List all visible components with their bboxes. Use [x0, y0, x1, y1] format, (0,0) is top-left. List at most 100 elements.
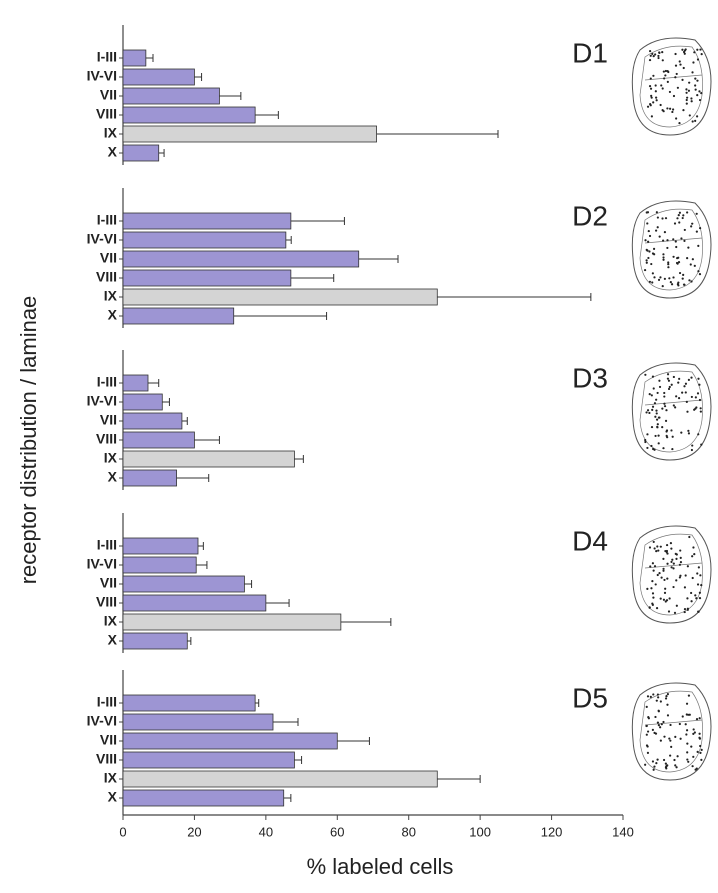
cell-dot [683, 67, 685, 69]
cell-dot [655, 550, 657, 552]
cell-dot [699, 574, 701, 576]
cell-dot [663, 736, 665, 738]
bar [123, 394, 162, 410]
cell-dot [680, 738, 682, 740]
cell-dot [701, 53, 703, 55]
cell-dot [655, 229, 657, 231]
cell-dot [686, 99, 688, 101]
category-label: IX [104, 125, 118, 141]
cell-dot [652, 592, 654, 594]
cell-dot [686, 102, 688, 104]
bar [123, 752, 294, 768]
cell-dot [650, 88, 652, 90]
cell-dot [690, 280, 692, 282]
cell-dot [700, 584, 702, 586]
category-label: IX [104, 613, 118, 629]
cell-dot [659, 236, 661, 238]
bar [123, 375, 148, 391]
cell-dot [672, 276, 674, 278]
cell-dot [645, 725, 647, 727]
cell-dot [671, 384, 673, 386]
cell-dot [654, 416, 656, 418]
cell-dot [663, 403, 665, 405]
cell-dot [687, 247, 689, 249]
cell-dot [668, 277, 670, 279]
cell-dot [649, 85, 651, 87]
cell-dot [646, 447, 648, 449]
cell-dot [694, 84, 696, 86]
cell-dot [694, 120, 696, 122]
category-label: VIII [96, 594, 117, 610]
category-label: VII [100, 250, 117, 266]
cell-dot [676, 262, 678, 264]
chart: receptor distribution / laminae % labele… [0, 0, 718, 888]
cell-dot [698, 566, 700, 568]
cell-dot [691, 223, 693, 225]
cell-dot [696, 572, 698, 574]
category-label: I-III [97, 374, 117, 390]
cell-dot [647, 409, 649, 411]
cell-dot [688, 379, 690, 381]
cell-dot [652, 101, 654, 103]
cell-dot [663, 579, 665, 581]
cell-dot [654, 53, 656, 55]
section-outline [632, 38, 711, 135]
cell-dot [664, 231, 666, 233]
cell-dot [655, 90, 657, 92]
x-tick-label: 120 [541, 824, 563, 839]
cell-dot [687, 609, 689, 611]
cell-dot [644, 441, 646, 443]
cell-dot [696, 718, 698, 720]
bar [123, 614, 341, 630]
cell-dot [678, 214, 680, 216]
cell-dot [663, 392, 665, 394]
panel-title: D3 [572, 362, 608, 393]
cell-dot [679, 723, 681, 725]
cell-dot [675, 246, 677, 248]
cell-dot [692, 120, 694, 122]
cell-dot [653, 541, 655, 543]
cell-dot [653, 253, 655, 255]
cell-dot [686, 257, 688, 259]
cell-dot [689, 114, 691, 116]
cell-dot [690, 600, 692, 602]
cell-dot [663, 395, 665, 397]
cell-dot [675, 64, 677, 66]
cell-dot [700, 410, 702, 412]
cell-dot [654, 435, 656, 437]
cell-dot [686, 729, 688, 731]
category-label: X [108, 307, 118, 323]
cell-dot [651, 580, 653, 582]
cell-dot [690, 97, 692, 99]
cell-dot [649, 393, 651, 395]
cell-dot [672, 238, 674, 240]
cell-dot [660, 546, 662, 548]
cell-dot [679, 576, 681, 578]
cell-dot [661, 51, 663, 53]
cell-dot [676, 605, 678, 607]
cell-dot [646, 262, 648, 264]
x-tick-label: 140 [612, 824, 634, 839]
cell-dot [691, 555, 693, 557]
cell-dot [649, 607, 651, 609]
section-outline [632, 526, 711, 623]
cell-dot [649, 235, 651, 237]
cell-dot [647, 257, 649, 259]
section-sketch [632, 201, 711, 298]
cell-dot [652, 729, 654, 731]
bar [123, 413, 182, 429]
section-outline [632, 363, 711, 460]
cell-dot [696, 213, 698, 215]
cell-dot [688, 536, 690, 538]
cell-dot [646, 706, 648, 708]
cell-dot [694, 265, 696, 267]
cell-dot [688, 90, 690, 92]
panel-title: D5 [572, 682, 608, 713]
cell-dot [647, 695, 649, 697]
cell-dot [647, 241, 649, 243]
cell-dot [659, 726, 661, 728]
cell-dot [694, 78, 696, 80]
bar [123, 289, 437, 305]
cell-dot [665, 409, 667, 411]
cell-dot [696, 768, 698, 770]
